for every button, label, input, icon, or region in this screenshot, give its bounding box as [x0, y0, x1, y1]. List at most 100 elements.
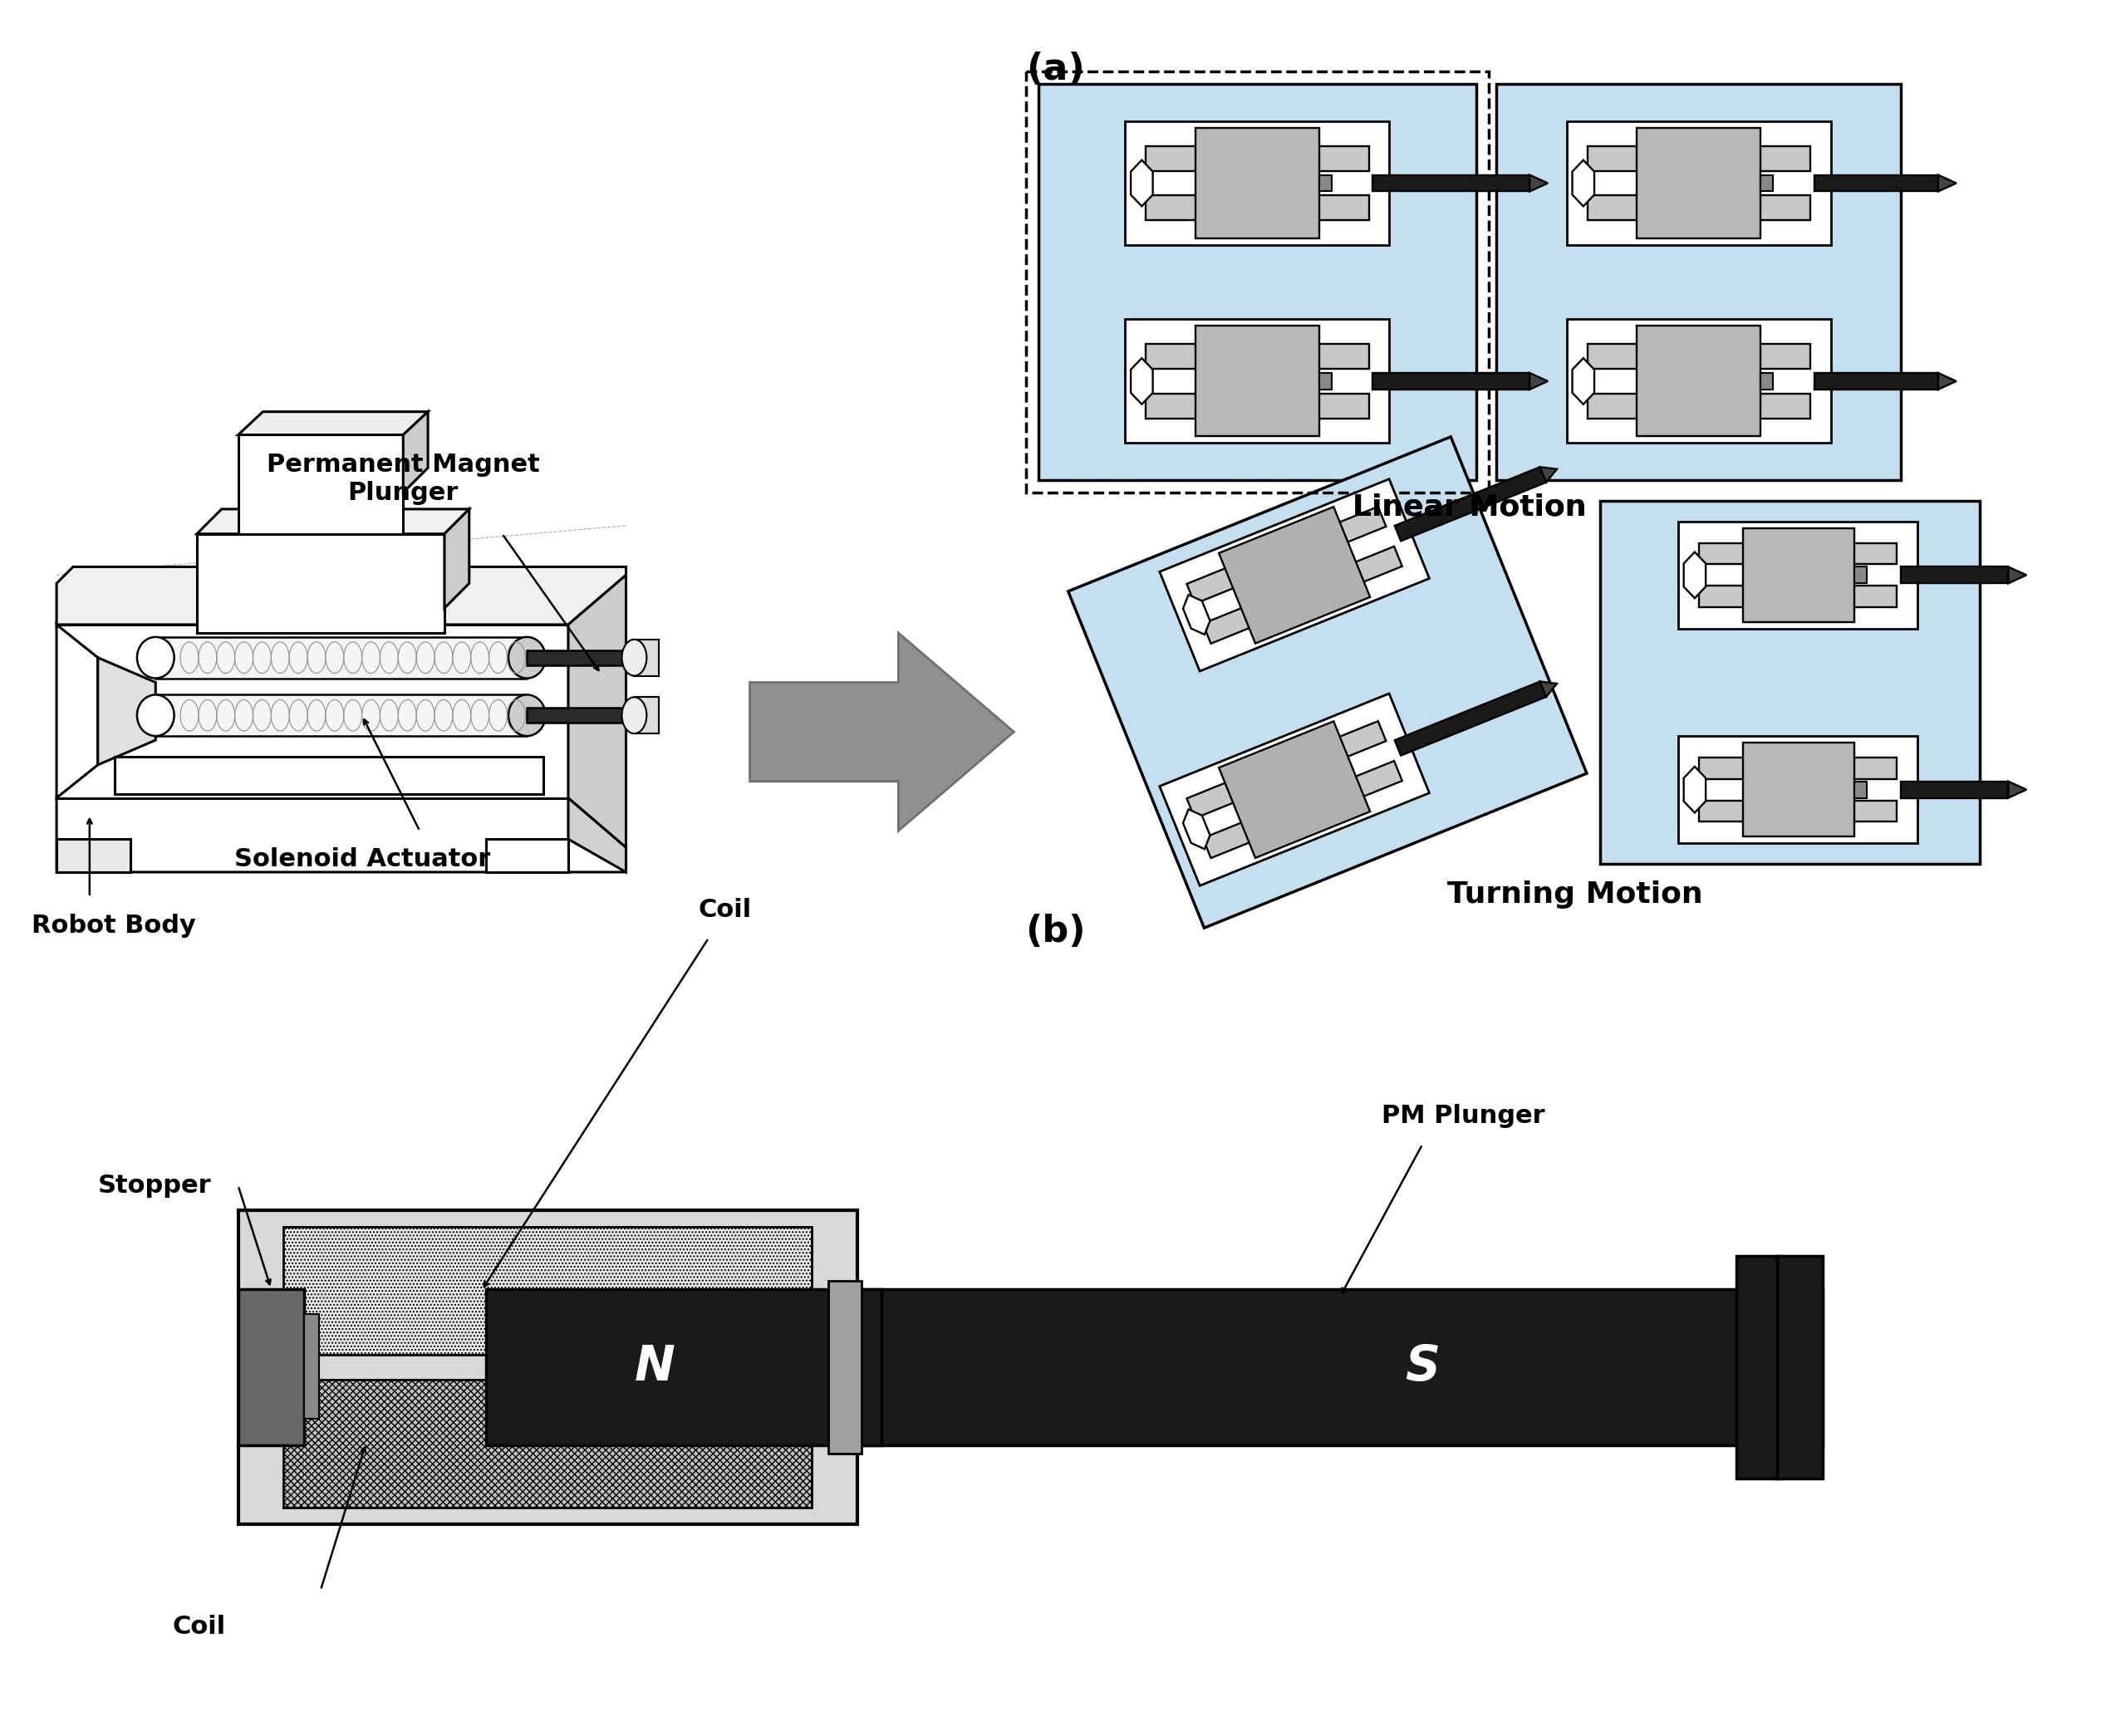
Bar — [303, 1314, 318, 1418]
Bar — [486, 1288, 882, 1446]
Polygon shape — [751, 634, 1014, 832]
Ellipse shape — [138, 694, 174, 736]
Polygon shape — [57, 799, 626, 871]
Bar — [115, 757, 543, 793]
Bar — [1039, 83, 1476, 481]
Bar — [1854, 781, 1866, 799]
Bar — [1735, 1255, 1782, 1479]
Polygon shape — [2009, 781, 2026, 799]
Text: Robot Body: Robot Body — [32, 913, 197, 937]
Bar — [634, 639, 660, 675]
Bar — [827, 1281, 861, 1453]
Bar — [1678, 521, 1917, 628]
Bar — [1637, 128, 1760, 238]
Bar — [1567, 319, 1830, 443]
Bar — [238, 434, 403, 535]
Bar — [1372, 175, 1529, 191]
Bar — [197, 535, 445, 634]
Bar — [238, 1210, 857, 1524]
Polygon shape — [1220, 720, 1370, 858]
Bar — [1813, 175, 1939, 191]
Polygon shape — [1160, 693, 1430, 885]
Bar — [1743, 743, 1854, 837]
Polygon shape — [57, 625, 98, 799]
Ellipse shape — [509, 694, 545, 736]
Ellipse shape — [626, 651, 643, 665]
Bar — [1145, 394, 1368, 418]
Polygon shape — [1188, 720, 1387, 818]
Polygon shape — [1939, 373, 1956, 389]
Bar — [1854, 568, 1866, 583]
Text: (a): (a) — [1027, 50, 1084, 87]
Polygon shape — [2009, 568, 2026, 583]
Bar — [1743, 528, 1854, 621]
Ellipse shape — [621, 639, 647, 675]
Polygon shape — [568, 799, 626, 871]
Ellipse shape — [509, 637, 545, 679]
Bar — [1760, 175, 1773, 191]
Bar — [1567, 122, 1830, 245]
Text: Turning Motion: Turning Motion — [1447, 880, 1703, 908]
Text: PM Plunger: PM Plunger — [1383, 1104, 1546, 1128]
Text: Linear Motion: Linear Motion — [1353, 493, 1587, 521]
Bar — [1699, 757, 1896, 779]
Polygon shape — [403, 411, 428, 493]
Text: Permanent Magnet
Plunger: Permanent Magnet Plunger — [267, 453, 539, 505]
Bar — [1900, 781, 2009, 799]
Bar — [857, 1288, 1822, 1446]
Polygon shape — [1160, 479, 1430, 672]
Bar — [1027, 71, 1489, 493]
Polygon shape — [1939, 175, 1956, 191]
Bar — [526, 708, 634, 722]
Ellipse shape — [138, 637, 174, 679]
Polygon shape — [1220, 507, 1370, 644]
Polygon shape — [486, 838, 568, 871]
Polygon shape — [1396, 682, 1546, 755]
Bar — [1196, 128, 1319, 238]
Bar — [1497, 83, 1900, 481]
Text: Linear Motion: Linear Motion — [1353, 493, 1587, 521]
Text: Coil: Coil — [172, 1614, 225, 1639]
Bar — [1699, 543, 1896, 564]
Text: (b): (b) — [1024, 913, 1086, 950]
Text: Stopper: Stopper — [98, 1174, 212, 1198]
Polygon shape — [1069, 437, 1587, 929]
Bar — [155, 637, 526, 679]
Polygon shape — [1540, 467, 1557, 483]
Polygon shape — [1130, 358, 1154, 404]
Polygon shape — [1188, 507, 1387, 604]
Polygon shape — [57, 838, 132, 871]
Polygon shape — [197, 509, 469, 535]
Bar — [1587, 196, 1809, 220]
Bar — [1319, 175, 1332, 191]
Bar — [1900, 568, 2009, 583]
Bar — [1587, 146, 1809, 170]
Polygon shape — [1184, 809, 1209, 849]
Bar — [1813, 373, 1939, 389]
Bar — [1145, 146, 1368, 170]
Bar — [1699, 585, 1896, 608]
Polygon shape — [1529, 373, 1548, 389]
Bar — [1699, 800, 1896, 821]
Bar — [1587, 394, 1809, 418]
Text: N: N — [634, 1344, 674, 1391]
Polygon shape — [445, 509, 469, 608]
Text: S: S — [1404, 1344, 1440, 1391]
Bar — [238, 1288, 303, 1446]
Bar — [634, 698, 660, 734]
Bar — [1599, 500, 1979, 865]
Bar — [1319, 373, 1332, 389]
Polygon shape — [57, 568, 626, 625]
Polygon shape — [238, 411, 428, 434]
Polygon shape — [1540, 682, 1557, 696]
Bar — [284, 1227, 812, 1354]
Bar — [57, 625, 568, 799]
Bar — [1476, 175, 1497, 191]
Polygon shape — [1572, 160, 1595, 207]
Bar — [1126, 122, 1389, 245]
Bar — [1145, 344, 1368, 368]
Bar — [1372, 373, 1529, 389]
Bar — [1145, 196, 1368, 220]
Polygon shape — [1203, 547, 1402, 644]
Polygon shape — [1572, 358, 1595, 404]
